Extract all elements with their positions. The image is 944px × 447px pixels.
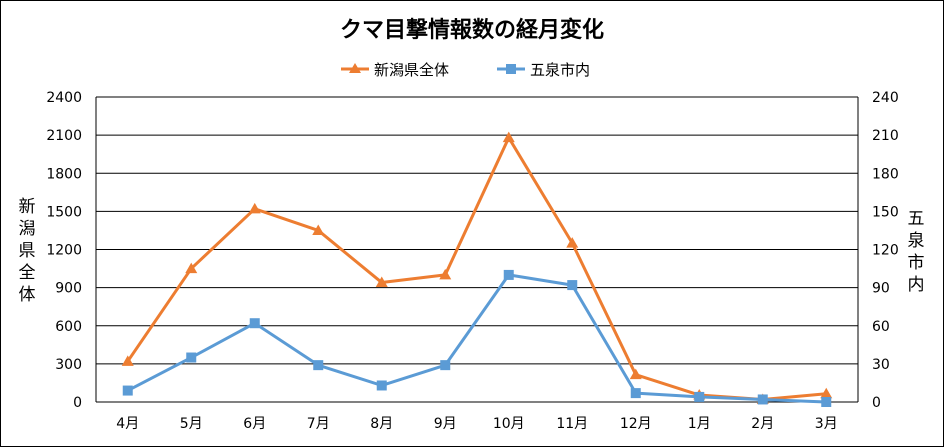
legend-label-gosen: 五泉市内 [530, 61, 590, 79]
y-axis-left-title-char: 体 [19, 285, 36, 305]
y-axis-right-ticks: 0 30 60 90 120 150 180 210 240 [872, 90, 899, 411]
y-right-tick-label: 150 [872, 204, 899, 220]
data-point-square [186, 352, 197, 363]
data-point-square [567, 280, 578, 291]
series-line [126, 136, 827, 401]
y-right-tick-label: 90 [872, 281, 890, 297]
y-left-tick-label: 600 [55, 319, 82, 335]
data-point-triangle [375, 276, 388, 288]
data-point-triangle [502, 131, 515, 143]
y-left-tick-label: 2100 [46, 128, 82, 144]
chart-title: クマ目撃情報数の経月変化 [340, 17, 604, 43]
x-tick-label: 6月 [243, 416, 266, 432]
y-axis-left-ticks: 0 300 600 900 1200 1500 1800 2100 2400 [46, 90, 82, 411]
data-point-square [249, 318, 260, 329]
y-axis-right-title: 五泉市内 [908, 209, 925, 295]
y-right-tick-label: 210 [872, 128, 899, 144]
y-axis-left-title-char: 全 [19, 263, 36, 283]
x-tick-label: 4月 [116, 416, 139, 432]
data-point-square [757, 394, 768, 405]
y-left-tick-label: 0 [73, 395, 82, 411]
y-left-tick-label: 900 [55, 281, 82, 297]
x-tick-label: 12月 [620, 416, 652, 432]
data-point-triangle [439, 268, 452, 280]
legend-marker-gosen [506, 64, 516, 74]
legend-marker-niigata [349, 63, 361, 73]
y-axis-left-title-char: 潟 [19, 219, 36, 239]
data-point-square [821, 397, 832, 407]
y-left-tick-label: 1800 [46, 166, 82, 182]
y-right-tick-label: 30 [872, 357, 890, 373]
y-right-tick-label: 60 [872, 319, 890, 335]
y-left-tick-label: 2400 [46, 90, 82, 106]
y-axis-left-title: 新潟県全体 [19, 197, 36, 305]
y-axis-right-title-char: 泉 [908, 231, 925, 251]
y-axis-left-title-char: 新 [19, 197, 36, 217]
y-axis-right-title-char: 五 [908, 209, 925, 229]
data-point-square [313, 360, 324, 371]
y-axis-right-title-char: 内 [908, 275, 925, 295]
data-point-square [440, 360, 451, 371]
x-tick-label: 9月 [434, 416, 457, 432]
data-point-square [376, 380, 387, 391]
y-left-tick-label: 1200 [46, 243, 82, 259]
data-point-square [630, 388, 641, 399]
series-line [127, 273, 827, 404]
y-left-tick-label: 1500 [46, 204, 82, 220]
data-point-triangle [248, 202, 261, 214]
x-tick-label: 2月 [751, 416, 774, 432]
data-point-triangle [820, 387, 833, 399]
data-point-triangle [566, 237, 579, 248]
y-right-tick-label: 120 [872, 243, 899, 259]
x-tick-label: 7月 [307, 416, 330, 432]
series-1 [122, 269, 832, 407]
series-layer [121, 131, 833, 407]
gridlines [95, 96, 859, 403]
data-point-square [694, 391, 705, 402]
y-axis-left-title-char: 県 [19, 241, 36, 261]
data-point-triangle [312, 224, 325, 235]
data-point-triangle [121, 355, 134, 366]
data-point-triangle [629, 368, 642, 380]
y-left-tick-label: 300 [55, 357, 82, 373]
y-right-tick-label: 180 [872, 166, 899, 182]
axis-titles: 新潟県全体 五泉市内 [19, 197, 925, 305]
data-point-square [503, 269, 514, 280]
legend-label-niigata: 新潟県全体 [374, 61, 449, 79]
x-tick-label: 5月 [180, 416, 203, 432]
legend: 新潟県全体 五泉市内 [341, 61, 590, 79]
y-right-tick-label: 240 [872, 90, 899, 106]
x-tick-label: 1月 [688, 416, 711, 432]
y-right-tick-label: 0 [872, 395, 881, 411]
data-point-square [122, 385, 133, 396]
x-axis-ticks: 4月 5月 6月 7月 8月 9月 10月 11月 12月 1月 2月 3月 [116, 416, 837, 432]
x-tick-label: 11月 [556, 416, 588, 432]
x-tick-label: 10月 [493, 416, 525, 432]
x-tick-label: 3月 [815, 416, 838, 432]
data-point-triangle [185, 262, 198, 274]
x-tick-label: 8月 [370, 416, 393, 432]
y-axis-right-title-char: 市 [908, 253, 925, 273]
